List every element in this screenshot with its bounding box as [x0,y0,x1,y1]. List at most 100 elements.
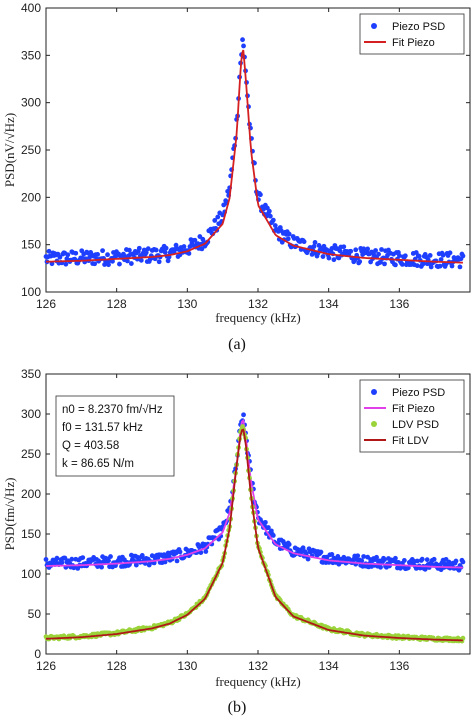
x-axis-label-b: frequency (kHz) [215,674,301,689]
data-point [241,412,246,418]
annotation-line: k = 86.65 N/m [62,458,134,470]
data-point [374,554,379,560]
data-point [99,564,104,570]
data-point [192,237,198,243]
data-point [126,247,132,253]
series-fit-ldv [45,428,463,642]
data-point [326,255,332,261]
data-point [393,555,398,561]
data-point [240,37,245,43]
data-point [270,533,276,538]
data-point [134,554,140,560]
data-point [453,558,459,564]
data-point [320,254,326,259]
annotation-line: n0 = 8.2370 fm/√Hz [62,403,163,416]
x-tick-label: 134 [319,297,339,311]
data-point [420,261,426,267]
data-point [100,248,105,254]
data-point [376,251,381,257]
data-point [431,556,437,562]
y-axis-label-b: PSD(fm/√Hz) [2,478,17,551]
y-ticks-a: 100 150 200 250 300 350 400 [21,1,470,299]
data-point [447,250,453,256]
data-point [359,558,365,564]
data-point [258,192,263,198]
data-point [186,251,192,256]
data-point [401,558,407,563]
data-point [341,244,347,250]
data-point [80,555,86,560]
data-point [353,247,359,253]
data-point [305,556,311,562]
y-axis-label-a: PSD(nV/√Hz) [2,113,17,187]
legend-marker [371,389,377,395]
data-point [203,549,209,554]
data-point [241,43,246,49]
data-point [365,246,371,252]
y-tick-label: 250 [21,447,41,461]
data-point [145,246,151,252]
x-tick-label: 126 [36,297,56,311]
data-point [181,244,187,249]
legend-marker [371,23,377,29]
data-point [301,239,307,245]
plot-area-a [45,7,471,293]
data-point [318,549,324,555]
data-point [177,549,183,555]
data-point [286,542,292,547]
data-point [428,264,434,270]
data-point [424,557,430,563]
annotation-line: Q = 403.58 [62,440,119,452]
x-tick-label: 128 [107,297,127,311]
data-point [382,557,387,562]
data-point [414,263,420,269]
data-point [382,261,387,267]
data-point [174,558,180,564]
y-tick-label: 300 [21,96,41,110]
x-tick-label: 136 [389,659,409,673]
data-point [373,248,378,253]
data-point [405,565,411,571]
data-point [267,213,273,219]
data-point [272,223,278,228]
y-tick-label: 200 [21,487,41,501]
data-point [460,635,466,641]
x-tick-label: 130 [177,297,197,311]
fit-line [46,418,463,569]
data-point [63,261,69,267]
data-point [65,252,71,258]
data-point [143,250,149,255]
data-point [357,259,363,264]
data-point [336,255,342,261]
data-point [309,252,315,257]
y-tick-label: 350 [21,48,41,62]
x-axis-label-a: frequency (kHz) [215,310,301,325]
x-tick-label: 134 [319,659,339,673]
data-point [110,258,115,264]
data-point [331,257,337,263]
data-point [215,214,221,220]
x-tick-label: 126 [36,659,56,673]
data-point [118,558,123,564]
y-ticks-b: 0 50 100 150 200 250 300 350 [21,367,470,661]
data-point [419,556,425,562]
x-tick-label: 132 [248,297,268,311]
data-point [457,264,463,270]
data-point [399,261,405,267]
data-point [329,552,335,557]
x-ticks-a: 126 128 130 132 134 136 [36,8,410,311]
y-tick-label: 0 [34,647,41,661]
data-point [108,554,113,559]
data-point [95,252,101,257]
series-layer-b [43,412,466,644]
data-point [460,559,466,565]
data-point [125,258,130,264]
y-tick-label: 200 [21,190,41,204]
data-point [92,261,98,267]
data-point [106,558,111,564]
data-point [266,208,272,214]
y-tick-label: 150 [21,527,41,541]
annotation-box-b: n0 = 8.2370 fm/√Hz f0 = 131.57 kHz Q = 403… [55,395,175,477]
caption-b: (b) [228,699,247,716]
